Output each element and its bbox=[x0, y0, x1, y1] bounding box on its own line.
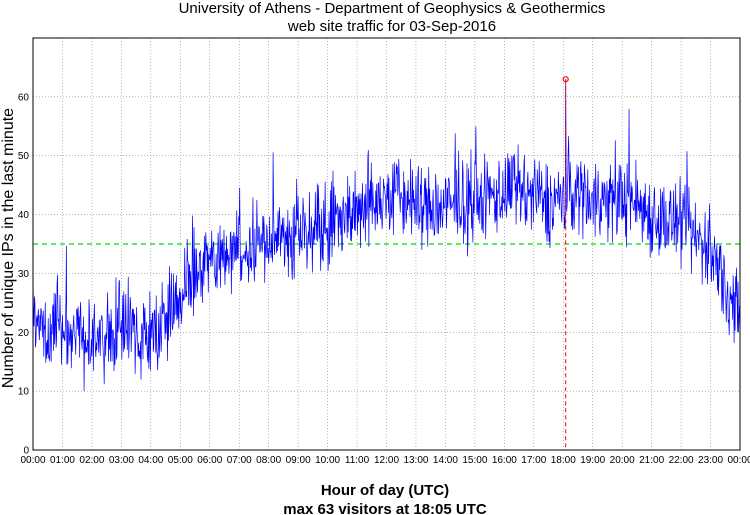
x-tick-label: 11:00 bbox=[345, 455, 370, 466]
x-tick-label: 18:00 bbox=[551, 455, 576, 466]
y-tick-labels: 0 10 20 30 40 50 60 bbox=[18, 92, 30, 456]
x-tick-label: 09:00 bbox=[286, 455, 311, 466]
x-tick-label: 19:00 bbox=[580, 455, 605, 466]
chart-title: University of Athens - Department of Geo… bbox=[179, 0, 606, 17]
x-tick-label: 00:00 bbox=[20, 455, 45, 466]
x-tick-label: 08:00 bbox=[256, 455, 281, 466]
x-tick-label: 07:00 bbox=[227, 455, 252, 466]
x-axis-label: Hour of day (UTC) bbox=[321, 482, 449, 499]
x-tick-label: 00:00 bbox=[727, 455, 750, 466]
max-visitors-note: max 63 visitors at 18:05 UTC bbox=[283, 501, 487, 515]
series-group bbox=[32, 79, 741, 392]
y-tick-label: 50 bbox=[18, 151, 30, 162]
x-tick-label: 12:00 bbox=[374, 455, 399, 466]
x-tick-label: 20:00 bbox=[610, 455, 635, 466]
x-tick-label: 03:00 bbox=[109, 455, 134, 466]
series-line bbox=[32, 79, 741, 392]
x-tick-label: 17:00 bbox=[521, 455, 546, 466]
y-tick-label: 30 bbox=[18, 269, 30, 280]
max-marker-group bbox=[562, 76, 569, 450]
chart-subtitle: web site traffic for 03-Sep-2016 bbox=[287, 18, 496, 35]
x-tick-label: 02:00 bbox=[79, 455, 104, 466]
x-tick-label: 05:00 bbox=[168, 455, 193, 466]
x-tick-labels: 00:00 01:00 02:00 03:00 04:00 05:00 06:00 07:00… bbox=[20, 455, 750, 466]
x-tick-label: 16:00 bbox=[492, 455, 517, 466]
x-tick-label: 22:00 bbox=[669, 455, 694, 466]
y-tick-label: 60 bbox=[18, 92, 30, 103]
x-tick-label: 23:00 bbox=[698, 455, 723, 466]
x-tick-label: 15:00 bbox=[462, 455, 487, 466]
x-tick-label: 21:00 bbox=[639, 455, 664, 466]
y-tick-label: 40 bbox=[18, 210, 30, 221]
x-tick-label: 13:00 bbox=[403, 455, 428, 466]
x-tick-label: 10:00 bbox=[315, 455, 340, 466]
y-tick-label: 20 bbox=[18, 328, 30, 339]
plot-frame bbox=[32, 37, 741, 451]
x-tick-label: 01:00 bbox=[50, 455, 75, 466]
y-axis-label: Number of unique IPs in the last minute bbox=[0, 108, 17, 388]
y-tick-label: 0 bbox=[23, 446, 29, 457]
max-point-marker bbox=[562, 76, 569, 83]
y-tick-label: 10 bbox=[18, 387, 30, 398]
x-tick-label: 04:00 bbox=[138, 455, 163, 466]
x-tick-label: 06:00 bbox=[197, 455, 222, 466]
x-tick-label: 14:00 bbox=[433, 455, 458, 466]
